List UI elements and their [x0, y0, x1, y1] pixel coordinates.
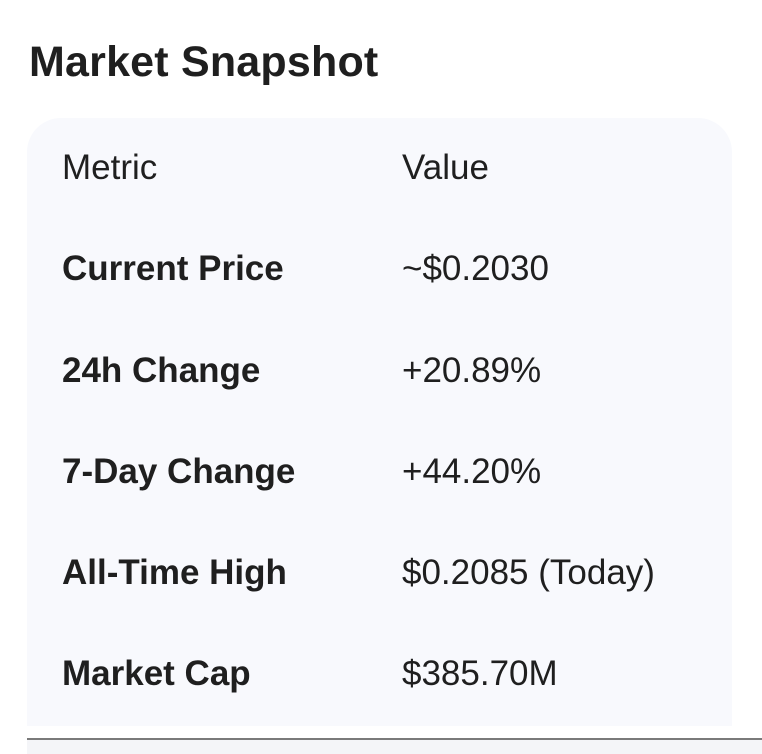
metric-cell: 7-Day Change [62, 452, 296, 491]
metric-cell: Current Price [62, 249, 284, 288]
metric-cell: All-Time High [62, 553, 287, 592]
table-row-current-price: Current Price ~$0.2030 [27, 219, 732, 320]
header-value: Value [402, 148, 489, 187]
header-metric: Metric [62, 148, 158, 187]
bottom-divider [27, 738, 762, 754]
table-header-row: Metric Value [27, 118, 732, 219]
table-row-7-day-change: 7-Day Change +44.20% [27, 422, 732, 523]
table-row-all-time-high: All-Time High $0.2085 (Today) [27, 523, 732, 624]
value-cell: +44.20% [402, 452, 542, 491]
value-cell: +20.89% [402, 351, 542, 390]
value-cell: $0.2085 (Today) [402, 553, 655, 592]
metric-cell: Market Cap [62, 654, 251, 693]
market-snapshot-table: Metric Value Current Price ~$0.2030 24h … [27, 118, 732, 726]
value-cell: ~$0.2030 [402, 249, 549, 288]
section-heading: Market Snapshot [29, 38, 379, 86]
table-row-market-cap: Market Cap $385.70M [27, 624, 732, 725]
table-row-24h-change: 24h Change +20.89% [27, 321, 732, 422]
metric-cell: 24h Change [62, 351, 261, 390]
value-cell: $385.70M [402, 654, 558, 693]
